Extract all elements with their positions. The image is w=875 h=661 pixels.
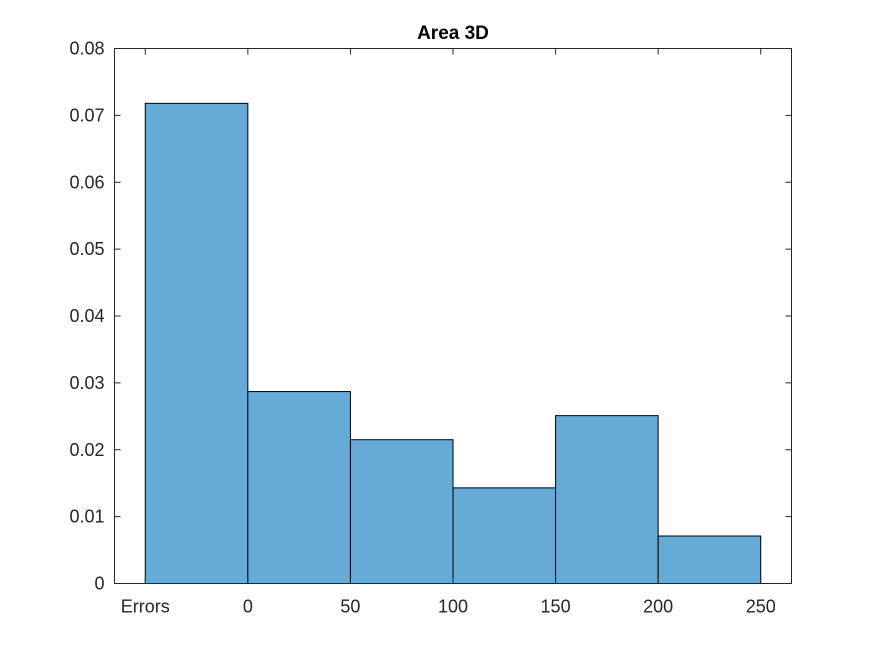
- y-tick-label: 0.08: [69, 39, 104, 59]
- labels-layer: 0 0.01 0.02 0.03 0.04 0.05 0.06 0.07 0.08 Errors 0…: [69, 39, 775, 617]
- histogram-bar-100-150: [452, 487, 557, 584]
- x-tick-label: 200: [643, 597, 673, 617]
- y-tick-label: 0.05: [69, 239, 104, 259]
- histogram-bar-200-250: [657, 535, 762, 584]
- x-tick-label: 250: [746, 597, 776, 617]
- y-tick-label: 0.03: [69, 373, 104, 393]
- y-tick-label: 0.04: [69, 306, 104, 326]
- histogram-bar-0-50: [247, 391, 351, 584]
- x-tick-label: 0: [243, 597, 253, 617]
- histogram-bar-50-100: [349, 439, 454, 584]
- y-tick-label: 0.02: [69, 440, 104, 460]
- y-tick-label: 0.07: [69, 105, 104, 125]
- ticks-layer: [114, 48, 792, 584]
- chart-title: Area 3D: [417, 23, 489, 44]
- x-tick-label: 150: [541, 597, 571, 617]
- bars-layer: [144, 102, 762, 585]
- y-tick-label: 0: [94, 574, 104, 594]
- histogram-bar-150-200: [555, 415, 659, 584]
- histogram-bar-errors: [144, 102, 249, 585]
- y-tick-label: 0.01: [69, 507, 104, 527]
- y-tick-label: 0.06: [69, 172, 104, 192]
- x-tick-label: Errors: [121, 597, 170, 617]
- x-tick-label: 50: [340, 597, 360, 617]
- x-tick-label: 100: [438, 597, 468, 617]
